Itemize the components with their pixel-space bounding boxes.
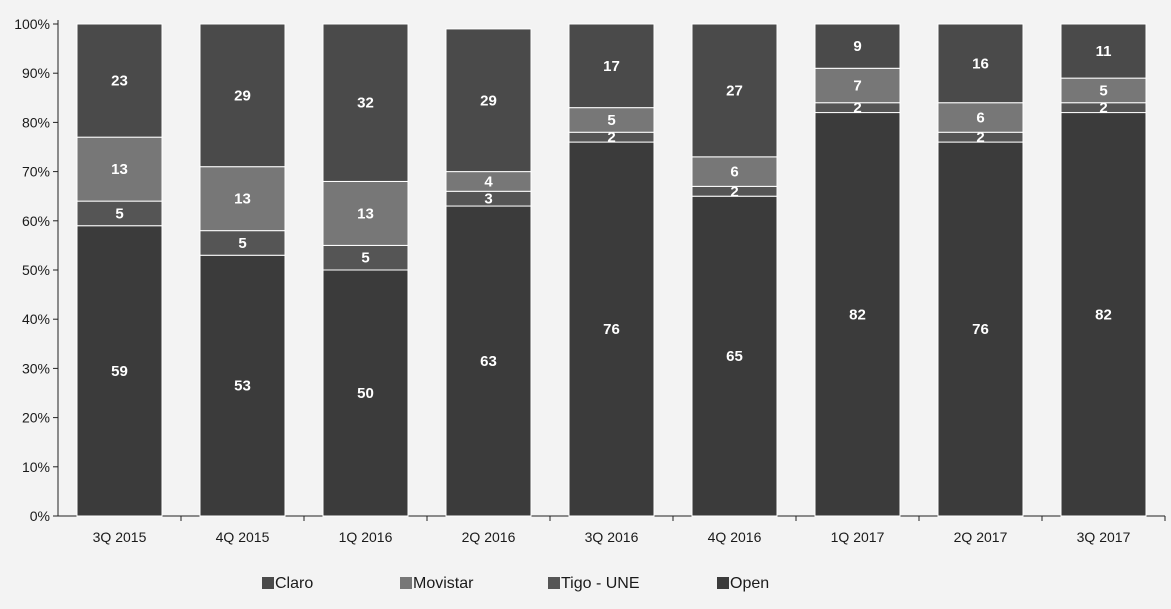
- bar-segment-claro: [691, 23, 778, 158]
- data-label: 7: [853, 78, 861, 95]
- bar-segment-open: [445, 205, 532, 517]
- data-label: 76: [603, 321, 620, 338]
- x-tick-label: 1Q 2017: [831, 529, 885, 545]
- data-label: 5: [115, 205, 123, 222]
- legend-label: Tigo - UNE: [561, 575, 640, 592]
- bar-segment-open: [691, 195, 778, 517]
- legend-label: Movistar: [413, 575, 474, 592]
- y-tick-label: 50%: [22, 262, 50, 278]
- legend-label: Open: [730, 575, 769, 592]
- data-label: 13: [357, 205, 374, 222]
- data-label: 53: [234, 378, 251, 395]
- bar-segment-tigo-une: [199, 230, 286, 256]
- data-label: 82: [849, 306, 866, 323]
- data-label: 11: [1096, 43, 1112, 60]
- y-tick-label: 70%: [22, 164, 50, 180]
- bar-segment-open: [1060, 112, 1147, 517]
- data-label: 16: [972, 55, 989, 72]
- bar-segment-tigo-une: [322, 244, 409, 271]
- y-tick-label: 90%: [22, 65, 50, 81]
- bar-segment-tigo-une: [76, 200, 163, 227]
- y-tick-label: 100%: [14, 16, 50, 32]
- data-label: 5: [361, 250, 369, 267]
- data-label: 82: [1095, 306, 1112, 323]
- legend-label: Claro: [275, 575, 313, 592]
- data-label: 4: [484, 173, 493, 190]
- legend-swatch: [717, 577, 729, 589]
- data-label: 27: [726, 82, 743, 99]
- bar-segment-movistar: [322, 180, 409, 246]
- legend-swatch: [548, 577, 560, 589]
- bar-segment-claro: [445, 28, 532, 173]
- data-label: 2: [607, 129, 615, 146]
- bar-segment-claro: [1060, 23, 1147, 79]
- data-label: 59: [111, 363, 128, 380]
- bar-segment-claro: [199, 23, 286, 168]
- y-tick-label: 60%: [22, 213, 50, 229]
- data-label: 65: [726, 348, 743, 365]
- x-tick-label: 3Q 2016: [585, 529, 639, 545]
- data-label: 5: [607, 112, 615, 129]
- x-tick-label: 1Q 2016: [339, 529, 393, 545]
- data-label: 2: [730, 183, 738, 200]
- x-tick-label: 2Q 2017: [954, 529, 1008, 545]
- data-label: 2: [853, 100, 861, 117]
- legend-swatch: [400, 577, 412, 589]
- bar-segment-movistar: [814, 67, 901, 104]
- data-label: 32: [357, 95, 374, 112]
- data-label: 13: [111, 161, 128, 178]
- data-label: 2: [976, 129, 984, 146]
- bar-segment-claro: [814, 23, 901, 69]
- y-tick-label: 10%: [22, 459, 50, 475]
- data-label: 5: [1099, 82, 1107, 99]
- data-label: 63: [480, 353, 497, 370]
- x-tick-label: 4Q 2016: [708, 529, 762, 545]
- data-label: 6: [976, 109, 984, 126]
- y-tick-label: 20%: [22, 410, 50, 426]
- x-tick-label: 3Q 2017: [1077, 529, 1131, 545]
- data-label: 29: [234, 87, 251, 104]
- bar-segment-open: [199, 254, 286, 517]
- legend-swatch: [262, 577, 274, 589]
- bar-segment-claro: [937, 23, 1024, 104]
- data-label: 29: [480, 92, 497, 109]
- data-label: 6: [730, 164, 738, 181]
- data-label: 76: [972, 321, 989, 338]
- data-label: 3: [484, 191, 492, 208]
- data-label: 5: [238, 235, 246, 252]
- data-label: 50: [357, 385, 374, 402]
- bar-segment-open: [76, 225, 163, 517]
- data-label: 9: [853, 38, 861, 55]
- y-tick-label: 0%: [30, 508, 50, 524]
- y-tick-label: 80%: [22, 114, 50, 130]
- data-label: 13: [234, 191, 251, 208]
- x-tick-label: 3Q 2015: [93, 529, 147, 545]
- data-label: 2: [1099, 100, 1107, 117]
- bar-segment-movistar: [76, 136, 163, 202]
- bar-segment-movistar: [691, 156, 778, 187]
- y-tick-label: 30%: [22, 360, 50, 376]
- x-tick-label: 4Q 2015: [216, 529, 270, 545]
- bar-segment-movistar: [1060, 77, 1147, 104]
- bar-segment-open: [937, 141, 1024, 517]
- bar-segment-movistar: [199, 166, 286, 232]
- x-tick-label: 2Q 2016: [462, 529, 516, 545]
- bar-segment-open: [322, 269, 409, 517]
- data-label: 17: [603, 58, 620, 75]
- bar-segment-claro: [568, 23, 655, 109]
- bar-segment-claro: [322, 23, 409, 182]
- bar-segment-movistar: [568, 107, 655, 133]
- y-tick-label: 40%: [22, 311, 50, 327]
- bar-segment-claro: [76, 23, 163, 138]
- data-label: 23: [111, 73, 128, 90]
